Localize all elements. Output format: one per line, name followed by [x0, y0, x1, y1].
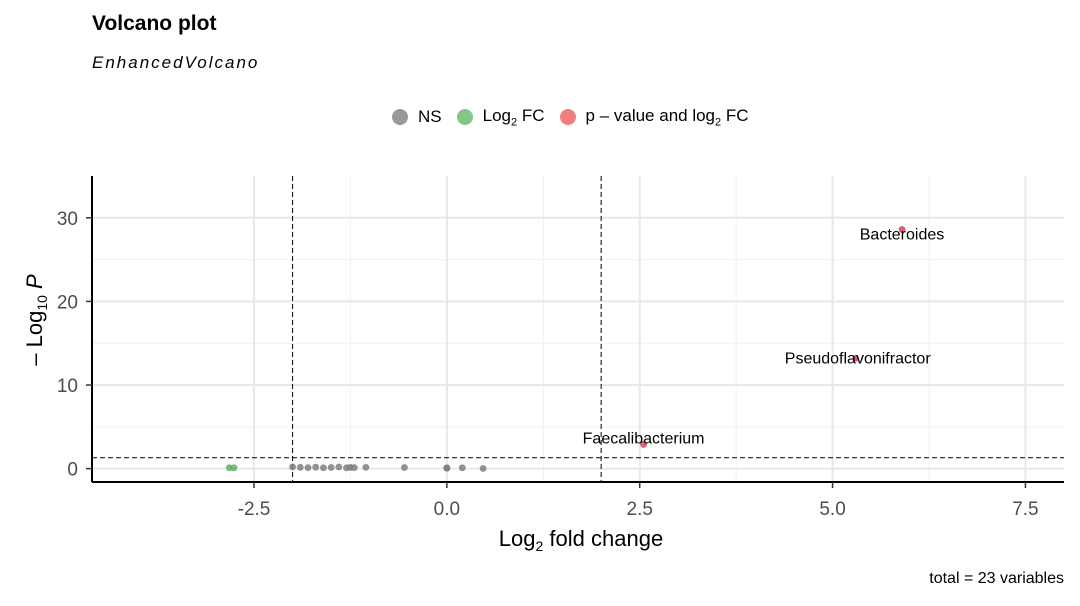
- data-point: [319, 464, 327, 472]
- caption: total = 23 variables: [929, 570, 1064, 587]
- data-point: [443, 464, 451, 472]
- data-point: [312, 463, 320, 471]
- axis-ticks: -2.5 0.0 2.5 5.0 7.5 0 10 20 30: [57, 209, 1039, 520]
- x-tick-label: -2.5: [238, 499, 271, 520]
- point-label: Faecalibacterium: [583, 430, 705, 447]
- data-point: [852, 354, 860, 362]
- y-tick-label: 30: [57, 209, 78, 230]
- data-point: [289, 463, 297, 471]
- legend-item-ns: NS: [392, 107, 442, 127]
- axes: [91, 176, 1064, 483]
- data-point: [350, 464, 358, 472]
- legend-label-log2fc: Log2 FC: [482, 105, 545, 129]
- data-point: [296, 463, 304, 471]
- chart-title: Volcano plot: [92, 12, 217, 35]
- point-label: Pseudoflavonifractor: [785, 350, 932, 367]
- point-labels: Faecalibacterium Pseudoflavonifractor Bact…: [583, 227, 945, 448]
- data-point: [479, 464, 487, 472]
- x-tick-label: 7.5: [1012, 499, 1038, 520]
- data-point: [640, 440, 648, 448]
- legend-swatch-log2fc: [456, 108, 473, 125]
- legend: NS Log2 FC p – value and log2 FC: [392, 104, 764, 130]
- legend-item-log2fc: Log2 FC: [456, 105, 545, 129]
- data-point: [400, 464, 408, 472]
- y-tick-label: 0: [67, 460, 78, 481]
- y-axis-title: – Log10 P: [22, 274, 50, 366]
- point-label: Bacteroides: [860, 227, 945, 244]
- y-tick-label: 10: [57, 376, 78, 397]
- data-point: [458, 464, 466, 472]
- data-point: [327, 463, 335, 471]
- data-point: [335, 463, 343, 471]
- x-tick-label: 2.5: [627, 499, 653, 520]
- minor-gridlines: [92, 176, 1064, 482]
- legend-label-ns: NS: [418, 107, 442, 126]
- x-axis-title: Log2 fold change: [499, 526, 663, 554]
- cutoff-lines: [92, 176, 1064, 482]
- legend-swatch-pvalue-log2fc: [559, 108, 576, 125]
- y-tick-label: 20: [57, 292, 78, 313]
- legend-swatch-ns: [392, 109, 408, 125]
- data-point: [362, 463, 370, 471]
- legend-item-pvalue-log2fc: p – value and log2 FC: [559, 105, 749, 129]
- chart-subtitle: EnhancedVolcano: [92, 53, 260, 72]
- data-point: [898, 226, 906, 234]
- major-gridlines: [92, 176, 1064, 482]
- legend-label-pvalue-log2fc: p – value and log2 FC: [585, 105, 749, 129]
- data-point: [230, 464, 238, 472]
- x-tick-label: 0.0: [434, 499, 460, 520]
- data-points: [225, 226, 906, 472]
- data-point: [304, 464, 312, 472]
- x-tick-label: 5.0: [819, 499, 845, 520]
